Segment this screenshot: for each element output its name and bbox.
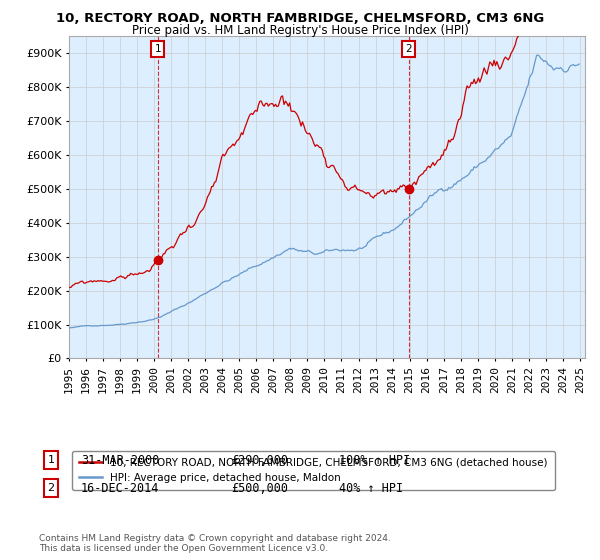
Text: Contains HM Land Registry data © Crown copyright and database right 2024.
This d: Contains HM Land Registry data © Crown c… (39, 534, 391, 553)
Text: 16-DEC-2014: 16-DEC-2014 (81, 482, 160, 495)
Text: 1: 1 (47, 455, 55, 465)
Text: Price paid vs. HM Land Registry's House Price Index (HPI): Price paid vs. HM Land Registry's House … (131, 24, 469, 37)
Text: 108% ↑ HPI: 108% ↑ HPI (339, 454, 410, 467)
Text: 40% ↑ HPI: 40% ↑ HPI (339, 482, 403, 495)
Text: 2: 2 (47, 483, 55, 493)
Text: 2: 2 (406, 44, 412, 54)
Legend: 10, RECTORY ROAD, NORTH FAMBRIDGE, CHELMSFORD, CM3 6NG (detached house), HPI: Av: 10, RECTORY ROAD, NORTH FAMBRIDGE, CHELM… (71, 451, 555, 491)
Text: 31-MAR-2000: 31-MAR-2000 (81, 454, 160, 467)
Text: 10, RECTORY ROAD, NORTH FAMBRIDGE, CHELMSFORD, CM3 6NG: 10, RECTORY ROAD, NORTH FAMBRIDGE, CHELM… (56, 12, 544, 25)
Text: £290,000: £290,000 (231, 454, 288, 467)
Text: £500,000: £500,000 (231, 482, 288, 495)
Text: 1: 1 (154, 44, 161, 54)
